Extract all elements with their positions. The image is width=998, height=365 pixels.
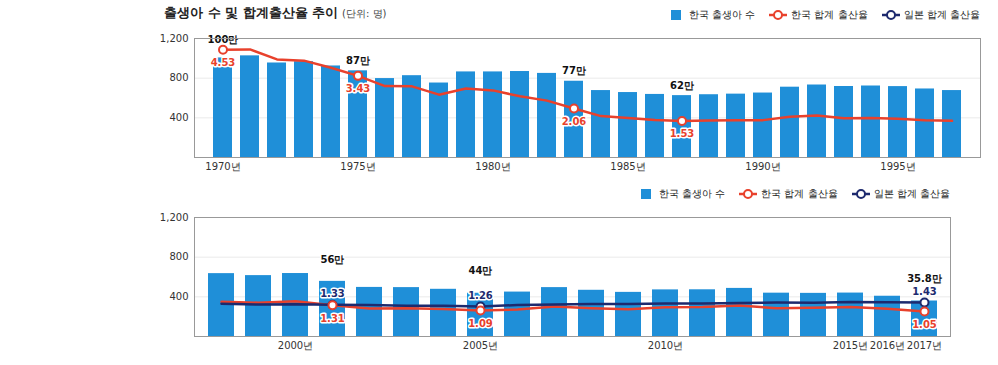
svg-text:1.33: 1.33 (320, 288, 345, 299)
svg-text:800: 800 (169, 251, 188, 262)
svg-text:3.43: 3.43 (346, 83, 371, 94)
svg-text:400: 400 (169, 291, 188, 302)
svg-text:2.06: 2.06 (562, 116, 587, 127)
svg-text:1,200: 1,200 (160, 212, 189, 223)
svg-text:1980년: 1980년 (475, 161, 510, 172)
svg-text:1.05: 1.05 (912, 319, 937, 330)
svg-text:1975년: 1975년 (340, 161, 375, 172)
html-text:한국 합계 출산율: 한국 합계 출산율 (761, 188, 838, 199)
svg-text:800: 800 (169, 72, 188, 83)
svg-text:2017년: 2017년 (907, 340, 942, 351)
svg-text:56만: 56만 (321, 254, 345, 265)
svg-text:87만: 87만 (346, 55, 370, 66)
svg-text:1.09: 1.09 (468, 318, 493, 329)
html-text:한국 합계 출산율: 한국 합계 출산율 (791, 9, 868, 20)
svg-text:35.8만: 35.8만 (907, 273, 942, 284)
svg-text:44만: 44만 (469, 265, 493, 276)
svg-text:2015년: 2015년 (833, 340, 868, 351)
svg-text:1995년: 1995년 (880, 161, 915, 172)
svg-text:400: 400 (169, 112, 188, 123)
svg-text:1970년: 1970년 (205, 161, 240, 172)
svg-text:2005년: 2005년 (463, 340, 498, 351)
svg-text:1,200: 1,200 (160, 33, 189, 44)
html-text:일본 합계 출산율: 일본 합계 출산율 (903, 9, 980, 20)
svg-text:1985년: 1985년 (610, 161, 645, 172)
html-text:일본 합계 출산율: 일본 합계 출산율 (873, 188, 950, 199)
svg-text:1990년: 1990년 (745, 161, 780, 172)
svg-text:77만: 77만 (562, 65, 586, 76)
svg-text:1.31: 1.31 (320, 313, 345, 324)
svg-text:1.43: 1.43 (912, 286, 937, 297)
svg-text:1.53: 1.53 (670, 128, 695, 139)
svg-text:2016년: 2016년 (870, 340, 905, 351)
html-text:한국 출생아 수: 한국 출생아 수 (658, 188, 726, 199)
svg-text:2000년: 2000년 (278, 340, 313, 351)
svg-text:4.53: 4.53 (211, 57, 236, 68)
svg-text:100만: 100만 (208, 34, 239, 45)
svg-text:2010년: 2010년 (648, 340, 683, 351)
html-text:출생아 수 및 합계출산율 추이 (단위: 명): 출생아 수 및 합계출산율 추이 (단위: 명) (164, 5, 387, 20)
svg-text:62만: 62만 (670, 80, 694, 91)
svg-text:1.26: 1.26 (468, 290, 493, 301)
html-text:한국 출생아 수: 한국 출생아 수 (688, 9, 756, 20)
